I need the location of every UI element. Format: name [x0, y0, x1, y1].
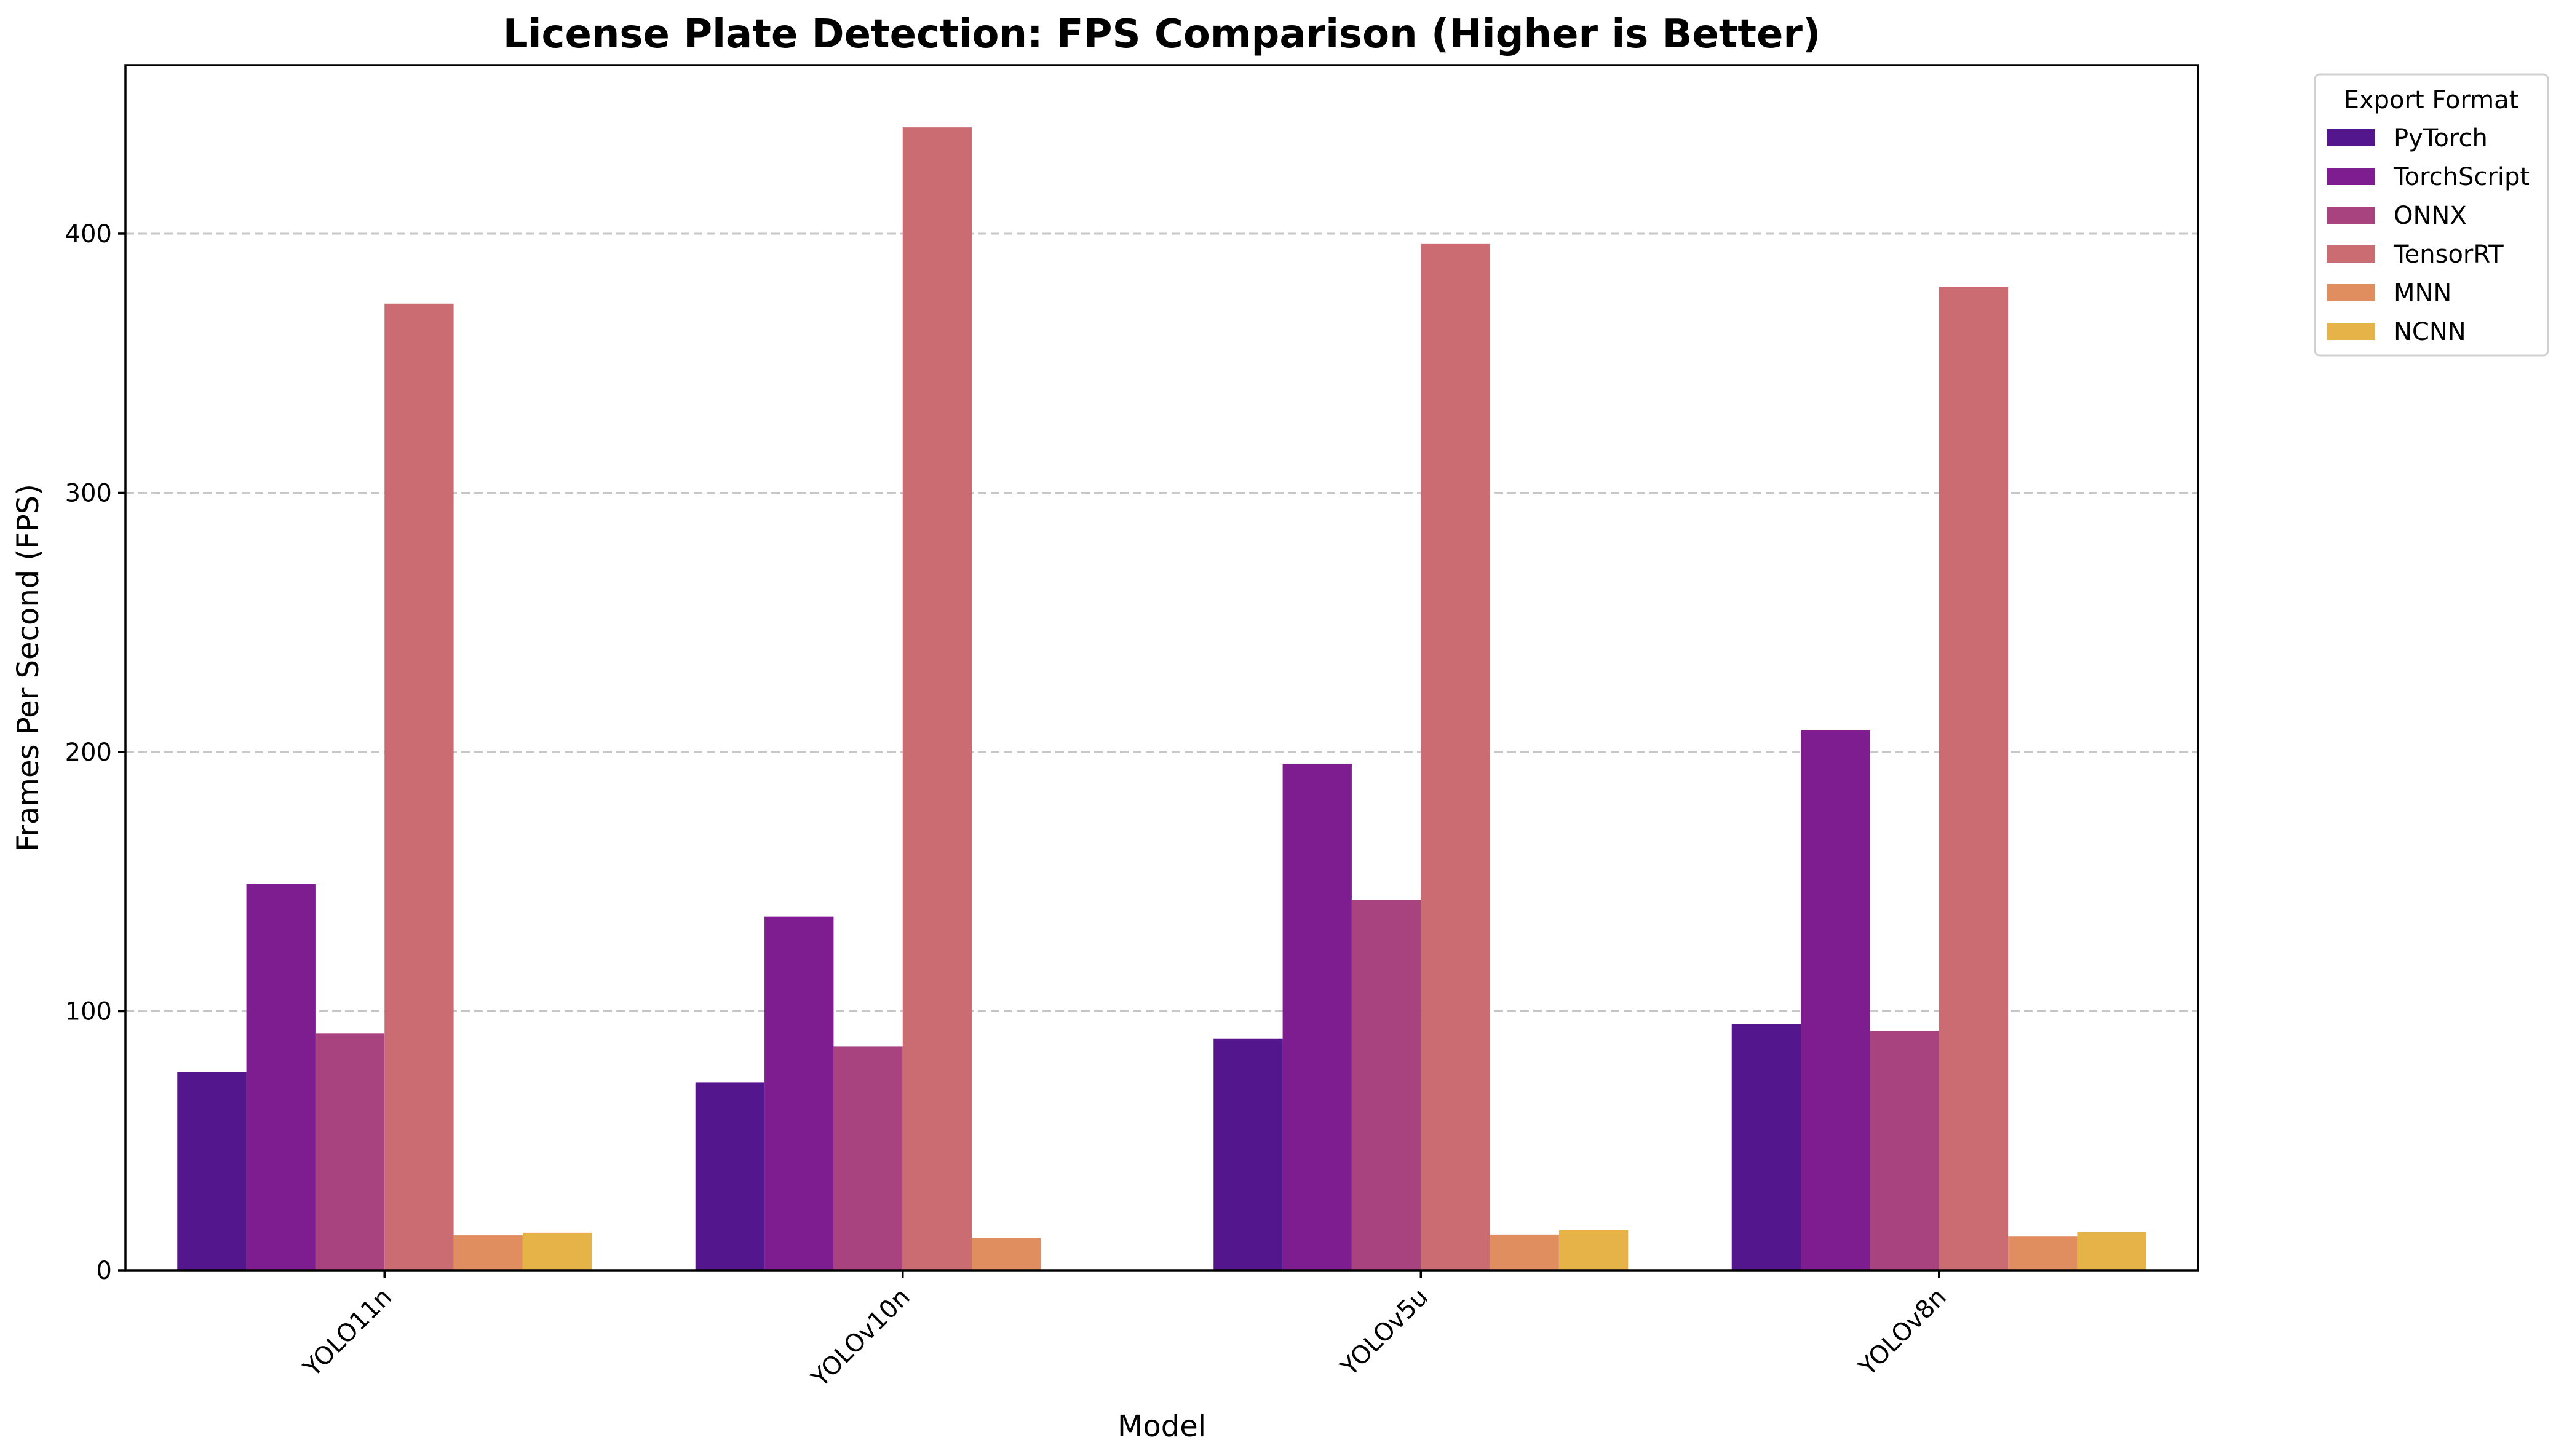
y-tick-label: 100 — [65, 997, 112, 1026]
bar-onnx-yolov5u — [1351, 900, 1421, 1270]
legend-label: TorchScript — [2393, 163, 2530, 191]
bar-onnx-yolo11n — [315, 1033, 385, 1270]
bar-pytorch-yolov5u — [1213, 1038, 1283, 1270]
legend-label: TensorRT — [2393, 240, 2504, 269]
y-tick-label: 200 — [65, 738, 112, 767]
bar-tensorrt-yolo11n — [384, 303, 454, 1271]
bar-ncnn-yolov5u — [1558, 1230, 1629, 1270]
bar-tensorrt-yolov8n — [1939, 287, 2009, 1270]
bar-mnn-yolov8n — [2008, 1236, 2078, 1270]
legend-label: PyTorch — [2394, 124, 2488, 152]
bar-torchscript-yolo11n — [246, 884, 316, 1270]
legend: Export Format PyTorch TorchScript ONNX Tens… — [2314, 73, 2549, 357]
legend-label: MNN — [2394, 279, 2451, 307]
bar-mnn-yolov10n — [972, 1238, 1041, 1270]
bar-torchscript-yolov8n — [1801, 730, 1870, 1270]
bars — [177, 127, 2146, 1271]
legend-swatch — [2327, 284, 2375, 301]
legend-label: ONNX — [2394, 202, 2467, 230]
y-tick-label: 400 — [65, 220, 112, 248]
bar-torchscript-yolov10n — [764, 916, 834, 1270]
bar-mnn-yolo11n — [453, 1235, 523, 1270]
legend-swatch — [2327, 207, 2375, 224]
chart-title: License Plate Detection: FPS Comparison … — [503, 12, 1820, 57]
bar-pytorch-yolov8n — [1731, 1024, 1801, 1270]
bar-ncnn-yolo11n — [522, 1232, 592, 1270]
bar-ncnn-yolov8n — [2077, 1232, 2146, 1270]
plot-frame — [124, 64, 2199, 1272]
grid-lines — [125, 232, 2198, 1012]
bar-onnx-yolov10n — [833, 1046, 903, 1270]
bar-torchscript-yolov5u — [1282, 763, 1352, 1270]
legend-label: NCNN — [2394, 318, 2466, 346]
y-tick-label: 0 — [97, 1257, 112, 1285]
legend-items: PyTorch TorchScript ONNX TensorRT MNN NCNN — [2327, 124, 2530, 346]
bar-mnn-yolov5u — [1490, 1234, 1559, 1270]
bar-tensorrt-yolov5u — [1421, 243, 1490, 1270]
bar-pytorch-yolov10n — [695, 1082, 765, 1270]
bar-onnx-yolov8n — [1870, 1031, 1939, 1270]
x-axis-label: Model — [1117, 1409, 1206, 1444]
bar-pytorch-yolo11n — [177, 1072, 247, 1270]
legend-swatch — [2327, 168, 2375, 185]
legend-title: Export Format — [2344, 86, 2519, 114]
y-axis-ticks: 0 100 200 300 400 — [65, 220, 125, 1285]
legend-swatch — [2327, 245, 2375, 263]
y-axis-label: Frames Per Second (FPS) — [11, 484, 46, 852]
legend-swatch — [2327, 129, 2375, 146]
bar-tensorrt-yolov10n — [902, 127, 972, 1271]
y-tick-label: 300 — [65, 479, 112, 507]
legend-swatch — [2327, 323, 2375, 340]
